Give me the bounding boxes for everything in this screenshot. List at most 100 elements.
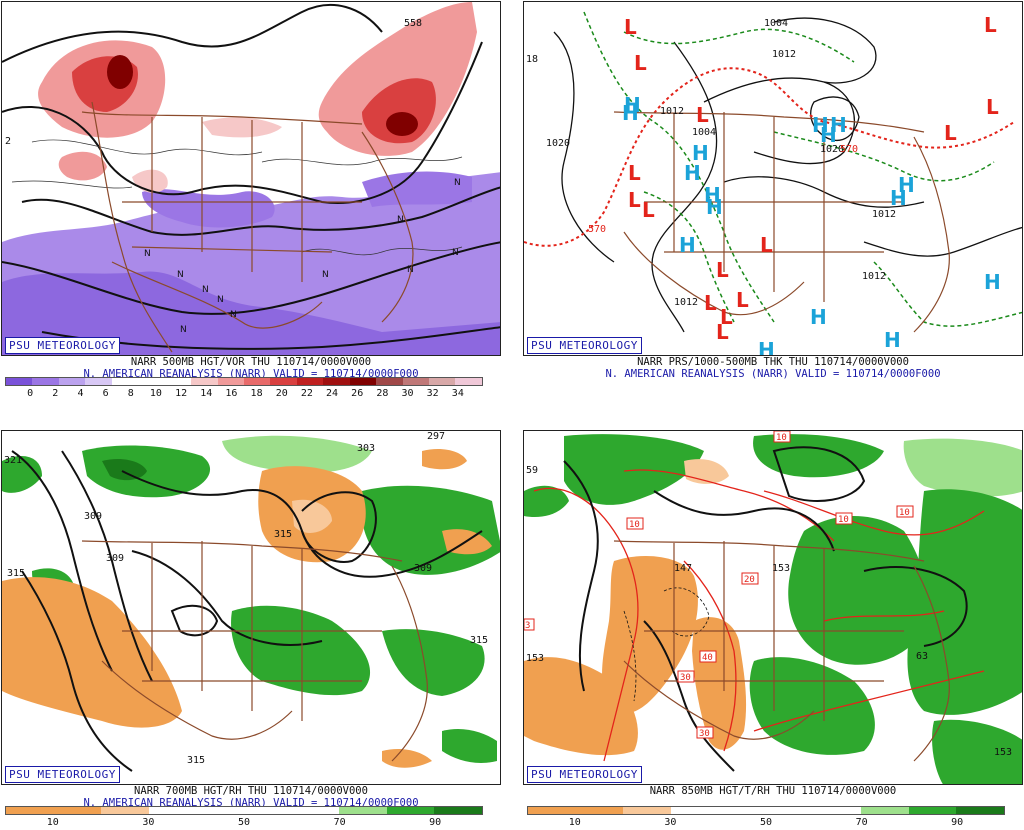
svg-text:H: H [706,195,723,219]
colorbar-tick-label: 18 [250,388,263,399]
psu-meteorology-badge: PSU METEOROLOGY [527,337,642,354]
svg-text:L: L [736,288,749,312]
svg-text:L: L [642,198,655,222]
map-700mb: 303 297 321 309 309 315 315 309 315 315 [1,430,501,785]
svg-text:30: 30 [680,673,691,683]
svg-text:570: 570 [588,224,606,235]
colorbar-tick-label: 16 [225,388,238,399]
colorbar-swatch [765,807,814,814]
svg-text:H: H [758,338,775,356]
svg-text:2: 2 [5,136,11,147]
colorbar-swatch [243,378,271,385]
colorbar-swatch [138,378,165,385]
svg-text:1004: 1004 [764,18,788,29]
svg-text:1020: 1020 [546,138,570,149]
svg-text:10: 10 [776,433,787,443]
svg-text:L: L [984,13,997,37]
svg-text:18: 18 [526,54,538,65]
colorbar-tick-label: 34 [451,388,464,399]
colorbar-tick-label: 28 [376,388,389,399]
colorbar-swatch [402,378,429,385]
svg-text:147: 147 [674,563,692,574]
colorbar-swatch [670,807,719,814]
svg-text:309: 309 [84,511,102,522]
colorbar-swatch [243,807,292,814]
psu-meteorology-badge: PSU METEOROLOGY [5,337,120,354]
panel-title: NARR 850MB HGT/T/RH THU 110714/0000V000 [649,785,897,797]
svg-text:59: 59 [526,465,538,476]
svg-text:N: N [407,265,414,275]
svg-text:1004: 1004 [692,127,716,138]
colorbar-swatch [349,378,377,385]
svg-text:N: N [177,270,184,280]
svg-text:315: 315 [7,568,25,579]
svg-text:L: L [628,161,641,185]
colorbar-swatch [6,378,33,385]
svg-text:H: H [692,141,709,165]
colorbar-swatch [623,807,671,814]
svg-text:L: L [628,188,641,212]
svg-text:153: 153 [994,747,1012,758]
panel-title: NARR 700MB HGT/RH THU 110714/0000V000 [134,785,368,797]
colorbar-swatch [270,378,297,385]
svg-text:315: 315 [274,529,292,540]
svg-text:309: 309 [414,563,432,574]
svg-text:H: H [812,113,829,137]
svg-text:1020: 1020 [820,144,844,155]
colorbar-swatch [101,807,149,814]
colorbar-swatch [148,807,197,814]
colorbar-tick-label: 8 [127,388,134,399]
colorbar-swatch [434,807,482,814]
svg-text:63: 63 [916,651,928,662]
panel-title: NARR PRS/1000-500MB THK THU 110714/0000V… [637,356,909,368]
svg-text:H: H [820,123,837,147]
svg-text:L: L [704,291,717,315]
panel-subtitle: N. AMERICAN REANALYSIS (NARR) VALID = 11… [605,368,941,380]
svg-text:H: H [810,305,827,329]
svg-text:N: N [322,270,329,280]
svg-text:315: 315 [187,755,205,766]
svg-text:H: H [622,101,639,125]
colorbar-tick-label: 6 [102,388,109,399]
colorbar-ticks: 0 2 4 6 8 10 12 14 16 18 20 22 24 26 28 30 32 34 [5,388,483,400]
colorbar-swatch [908,807,957,814]
colorbar-tick-label: 14 [200,388,213,399]
colorbar-swatch [296,378,324,385]
colorbar-swatch [32,378,59,385]
svg-text:303: 303 [357,443,375,454]
svg-text:H: H [704,183,721,207]
svg-text:297: 297 [427,431,445,442]
colorbar-swatch [111,378,139,385]
colorbar-swatch [455,378,482,385]
svg-text:10: 10 [838,515,849,525]
svg-text:1012: 1012 [674,297,698,308]
svg-text:H: H [890,186,907,210]
colorbar-swatch [323,378,350,385]
colorbar-swatch [291,807,340,814]
colorbar-tick-label: 32 [426,388,439,399]
colorbar-swatch [813,807,862,814]
svg-text:20: 20 [744,575,755,585]
colorbar-swatch [85,378,112,385]
svg-text:L: L [944,121,957,145]
colorbar-tick-label: 0 [27,388,34,399]
rh-colorbar [5,806,483,815]
svg-text:H: H [684,161,701,185]
svg-text:315: 315 [470,635,488,646]
colorbar-tick-label: 10 [149,388,162,399]
colorbar-tick-label: 2 [52,388,59,399]
colorbar-tick-label: 20 [275,388,288,399]
svg-text:H: H [898,173,915,197]
svg-text:L: L [760,233,773,257]
colorbar-swatch [956,807,1004,814]
colorbar-tick-label: 4 [77,388,84,399]
colorbar-swatch [376,378,403,385]
svg-text:1012: 1012 [872,209,896,220]
colorbar-tick-label: 26 [351,388,364,399]
map-850mb: 10 10 10 10 20 30 30 3 40 59 153 153 147 6… [523,430,1023,785]
colorbar-swatch [339,807,387,814]
vorticity-colorbar [5,377,483,386]
